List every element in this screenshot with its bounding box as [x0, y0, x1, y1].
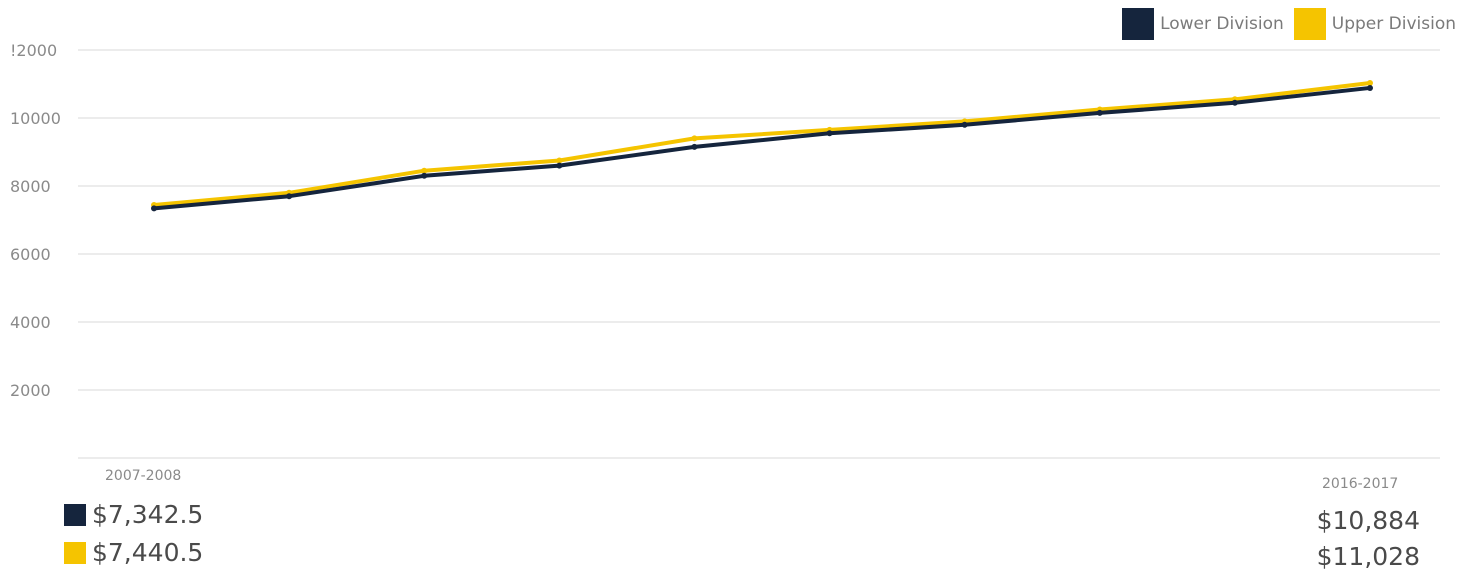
data-point-lower	[556, 162, 563, 169]
data-point-lower	[286, 193, 293, 200]
series-line-lower-division	[153, 85, 1371, 211]
data-point-upper	[1367, 80, 1373, 87]
legend-item-upper-division: Upper Division	[1293, 8, 1456, 40]
start-upper-value-row: $7,440.5	[64, 538, 203, 567]
end-upper-value: $11,028	[1316, 542, 1420, 571]
gridlines	[78, 49, 1440, 459]
data-point-lower	[1096, 109, 1103, 116]
data-point-upper	[556, 157, 563, 164]
start-upper-value: $7,440.5	[92, 538, 204, 567]
legend: Lower Division Upper Division	[1112, 8, 1456, 40]
y-tick-label: 4000	[10, 313, 51, 332]
x-start-label: 2007-2008	[105, 468, 182, 484]
legend-swatch-lower	[1122, 8, 1155, 40]
data-point-lower	[421, 172, 428, 179]
data-point-lower	[826, 130, 833, 137]
data-point-lower	[1231, 99, 1238, 106]
data-point-lower	[961, 121, 968, 128]
legend-item-lower-division: Lower Division	[1122, 8, 1284, 40]
start-lower-value: $7,342.5	[92, 500, 204, 529]
data-point-lower	[151, 205, 157, 212]
y-tick-label: 8000	[10, 177, 51, 196]
y-tick-label: !2000	[10, 41, 57, 60]
y-tick-label: 6000	[10, 245, 51, 264]
y-axis-ticks: 2000 4000 6000 8000 10000 !2000	[10, 41, 61, 400]
legend-label-upper: Upper Division	[1331, 14, 1456, 34]
legend-swatch-upper	[1293, 8, 1326, 40]
y-tick-label: 10000	[10, 109, 61, 128]
x-end-label: 2016-2017	[1322, 476, 1399, 492]
y-tick-label: 2000	[10, 381, 51, 400]
end-lower-value: $10,884	[1316, 506, 1420, 535]
data-point-upper	[691, 135, 698, 142]
start-lower-swatch	[64, 503, 86, 526]
series-lines	[151, 80, 1373, 212]
series-line-upper-division	[153, 81, 1371, 208]
data-point-lower	[691, 143, 698, 150]
data-point-lower	[1367, 84, 1373, 91]
start-lower-value-row: $7,342.5	[64, 500, 203, 529]
legend-label-lower: Lower Division	[1160, 14, 1284, 34]
data-point-upper	[421, 167, 428, 174]
start-upper-swatch	[64, 541, 86, 564]
